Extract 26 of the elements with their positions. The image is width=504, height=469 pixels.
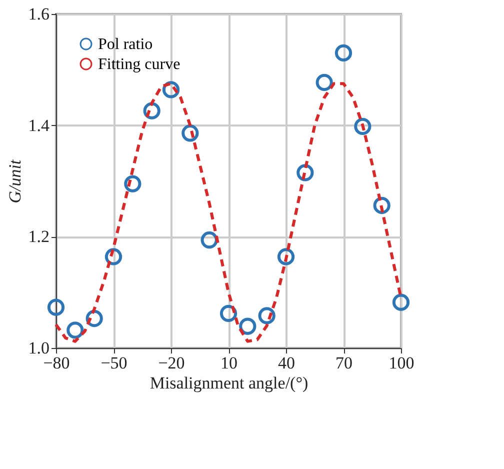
y-axis-title: G/unit	[5, 158, 24, 204]
point	[334, 44, 352, 62]
point	[258, 307, 276, 324]
x-axis-title: Misalignment angle/(°)	[150, 374, 308, 392]
x-tick-label: 40	[278, 354, 295, 372]
point	[277, 248, 295, 266]
x-tick-label: 70	[336, 354, 352, 372]
point	[392, 294, 410, 311]
x-tick-label: 10	[220, 354, 238, 372]
point	[124, 175, 142, 192]
y-tick-label: 1.6	[28, 4, 50, 24]
point	[182, 124, 199, 142]
x-tick-label: −50	[100, 354, 128, 372]
point	[354, 118, 372, 136]
point	[66, 322, 84, 339]
point	[373, 196, 390, 214]
legend-label: Pol ratio	[98, 36, 153, 53]
y-tick-label: 1.4	[28, 116, 50, 135]
legend-label: Fitting curve	[98, 56, 180, 73]
x-tick-label: −20	[158, 354, 185, 372]
line-series	[54, 82, 402, 343]
point	[239, 318, 256, 335]
x-tick-label: 100	[388, 354, 414, 372]
point	[316, 74, 333, 92]
point	[47, 298, 65, 316]
y-tick-label: 1.2	[28, 227, 50, 246]
